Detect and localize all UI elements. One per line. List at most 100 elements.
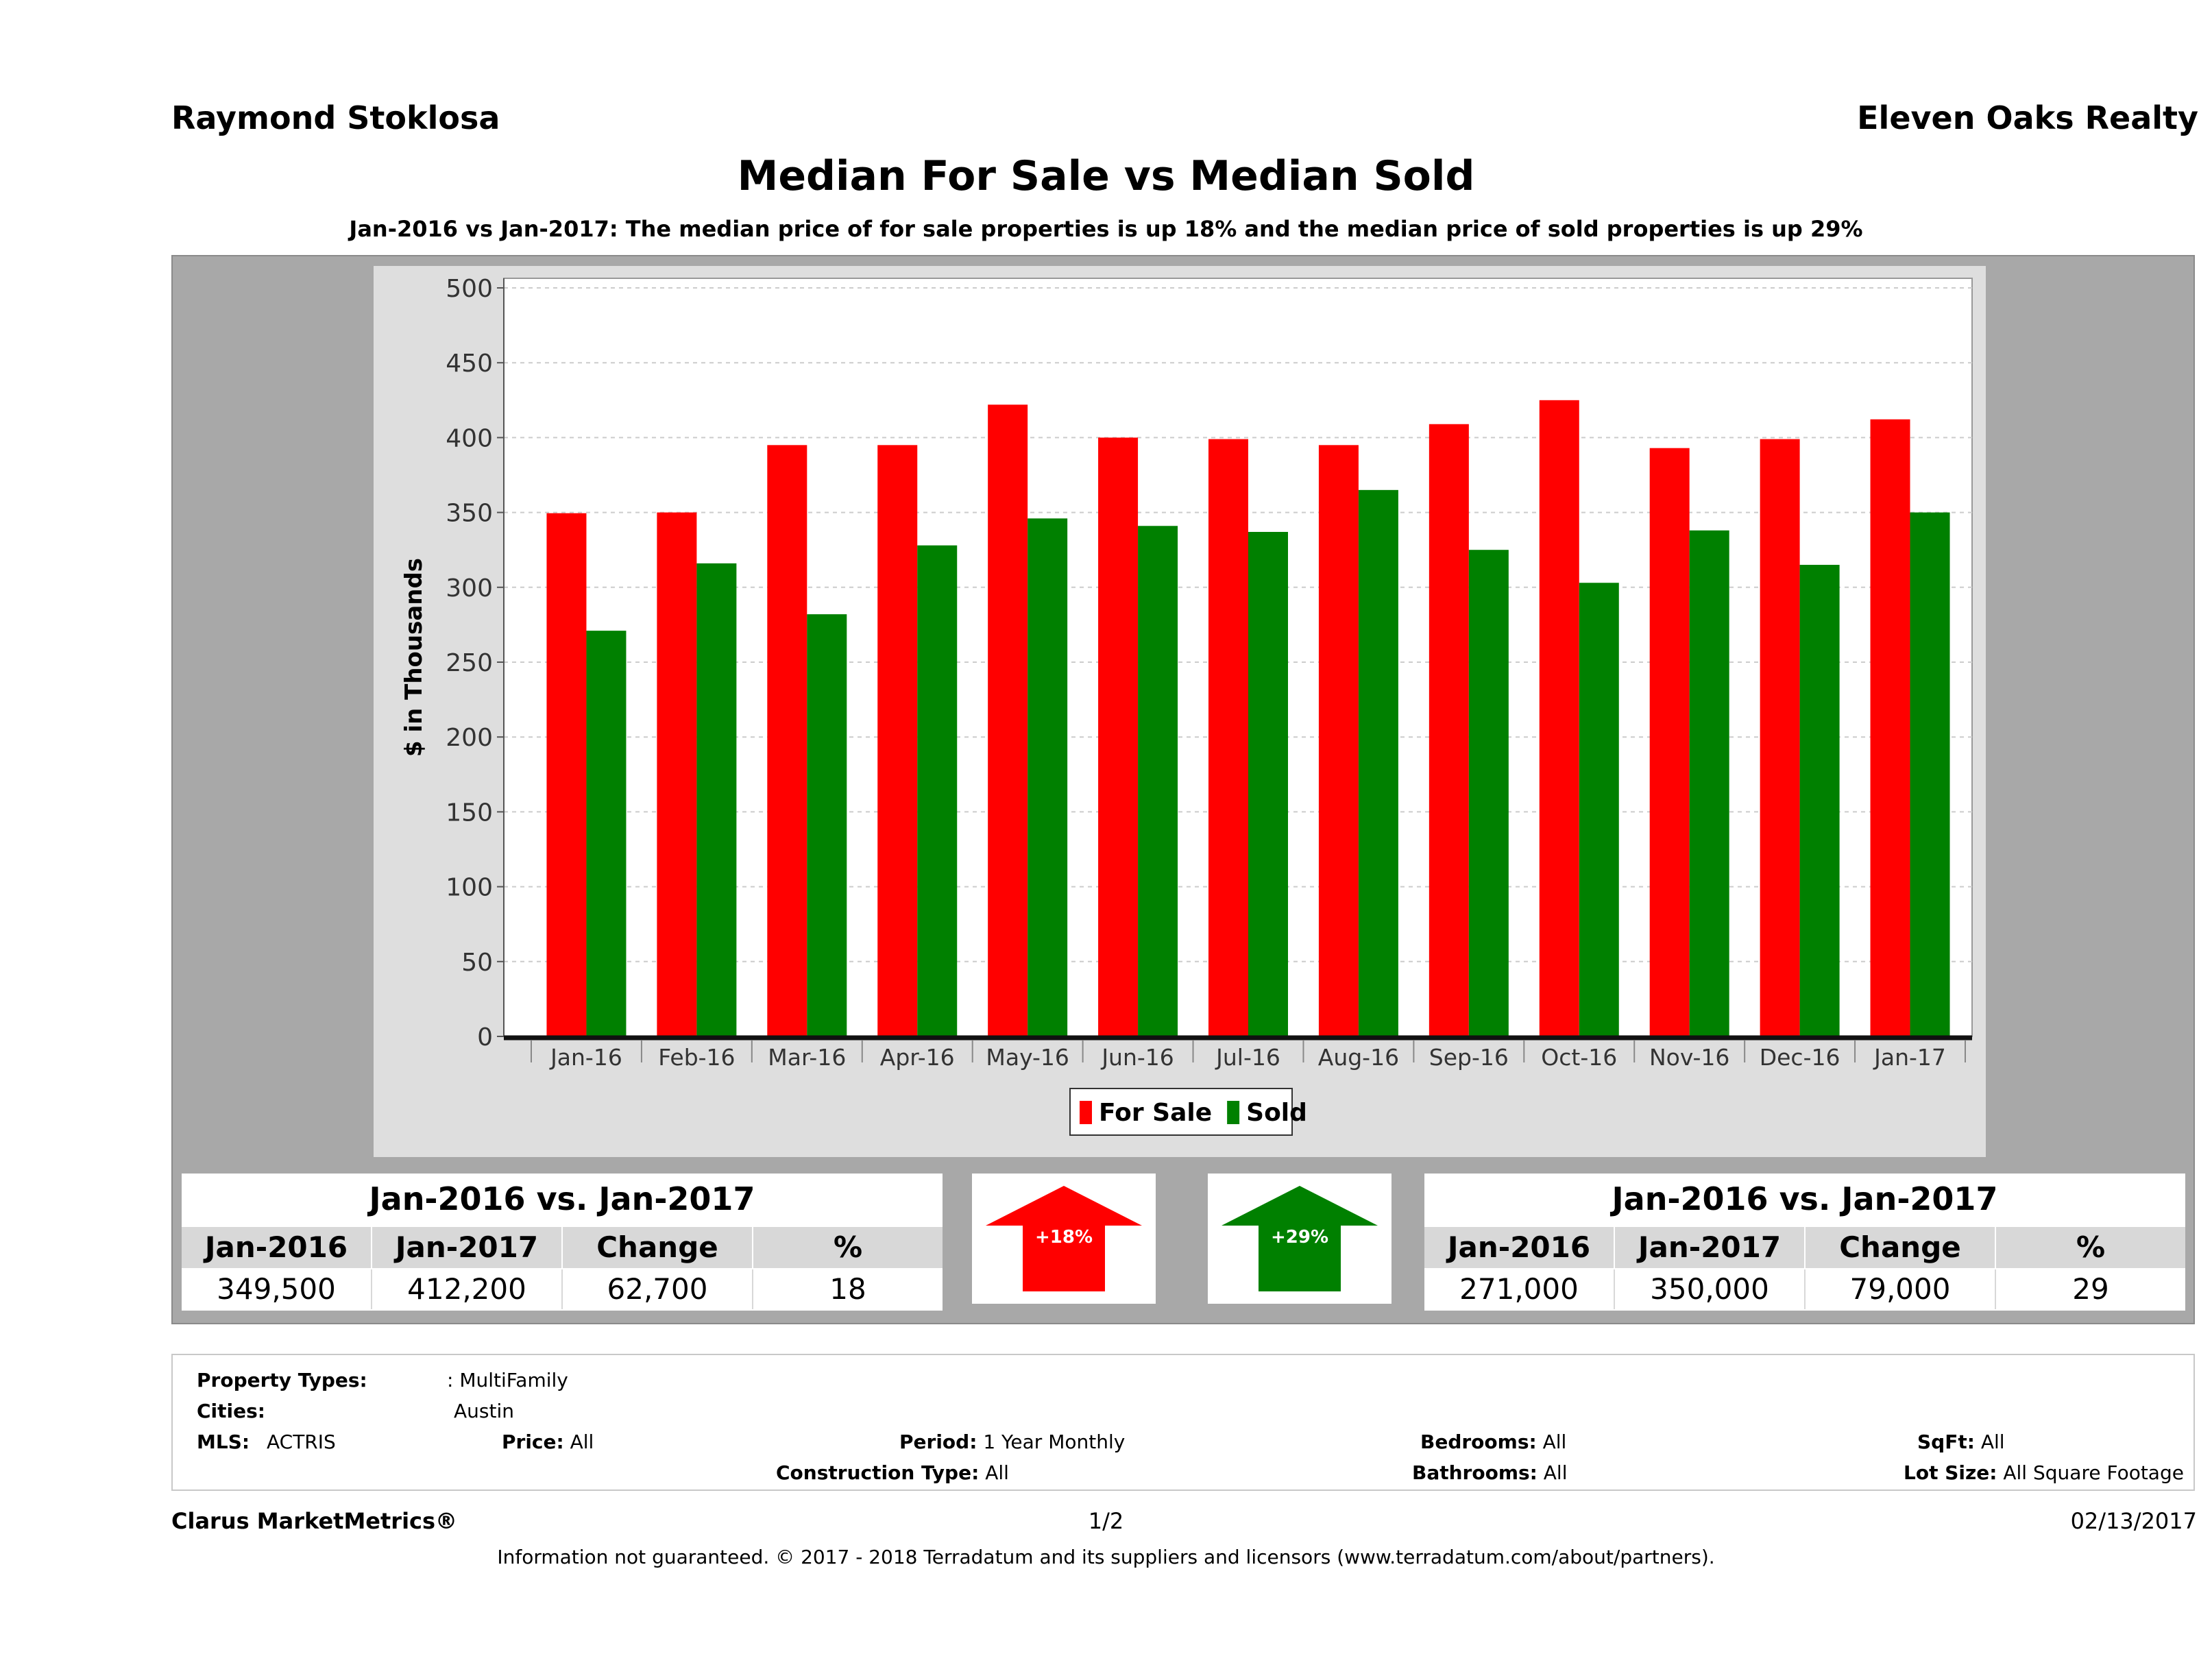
y-tick-label: 500 — [446, 275, 493, 303]
legend-swatch — [1227, 1101, 1240, 1124]
chart-subtitle: Jan-2016 vs Jan-2017: The median price o… — [349, 216, 1863, 242]
stats-header-cell: Jan-2016 — [182, 1227, 372, 1268]
for-sale-stats-box: Jan-2016 vs. Jan-2017 Jan-2016 Jan-2017 … — [182, 1174, 943, 1311]
x-tick-label: Apr-16 — [880, 1044, 955, 1071]
sqft-label: SqFt: — [1917, 1431, 1975, 1453]
legend-label: For Sale — [1099, 1099, 1212, 1127]
stats-value-cell: 271,000 — [1424, 1269, 1615, 1309]
cities-value: Austin — [454, 1400, 514, 1422]
search-criteria-box: Property Types: : MultiFamily Cities: Au… — [171, 1354, 2195, 1491]
bedrooms-label: Bedrooms: — [1420, 1431, 1537, 1453]
bar-for-sale — [1208, 439, 1248, 1036]
y-tick-label: 0 — [477, 1023, 493, 1051]
stats-header-cell: Change — [1806, 1227, 1996, 1268]
sold-stats-title: Jan-2016 vs. Jan-2017 — [1612, 1180, 1998, 1217]
bar-sold — [1799, 565, 1840, 1036]
legend-box — [1069, 1088, 1293, 1136]
stats-header-cell: Jan-2016 — [1424, 1227, 1615, 1268]
x-tick-label: Feb-16 — [658, 1044, 735, 1071]
for-sale-stats-title: Jan-2016 vs. Jan-2017 — [369, 1180, 755, 1217]
sold-stats-box: Jan-2016 vs. Jan-2017 Jan-2016 Jan-2017 … — [1424, 1174, 2185, 1311]
sqft-value: All — [1980, 1431, 2005, 1453]
page-number: 1/2 — [1088, 1508, 1124, 1534]
lot-size-value: All Square Footage — [2003, 1461, 2184, 1484]
bar-for-sale — [1539, 400, 1579, 1036]
period-label: Period: — [899, 1431, 977, 1453]
sold-stats-header: Jan-2016 Jan-2017 Change % — [1424, 1227, 2185, 1268]
y-tick-label: 100 — [446, 874, 493, 902]
x-tick-label: Sep-16 — [1429, 1044, 1509, 1071]
chart-panel: 0 50 100 150 200 250 300 350 400 450 500 $ in Thous… — [374, 266, 1986, 1157]
x-tick-label: Jan-17 — [1873, 1044, 1946, 1071]
bar-for-sale — [657, 512, 697, 1036]
y-tick-label: 250 — [446, 649, 493, 677]
stats-header-cell: % — [833, 1230, 863, 1264]
y-tick-label: 450 — [446, 350, 493, 378]
report-date: 02/13/2017 — [2070, 1508, 2197, 1534]
stats-value-cell: 412,200 — [372, 1269, 563, 1309]
bar-for-sale — [1098, 437, 1139, 1036]
bar-sold — [1579, 583, 1619, 1036]
construction-type-label: Construction Type: — [776, 1461, 980, 1484]
bar-for-sale — [1649, 448, 1690, 1036]
x-tick-label: May-16 — [986, 1044, 1069, 1071]
stats-header-cell: Jan-2017 — [372, 1227, 563, 1268]
bar-sold — [807, 614, 847, 1036]
price-label: Price: — [502, 1431, 564, 1453]
x-tick-label: Jul-16 — [1215, 1044, 1280, 1071]
bar-sold — [696, 563, 737, 1036]
bar-for-sale — [877, 445, 918, 1036]
price-value: All — [570, 1431, 594, 1453]
stats-header-cell: Change — [563, 1227, 753, 1268]
y-tick-label: 50 — [461, 949, 493, 977]
bar-sold — [1468, 550, 1509, 1036]
bar-sold — [917, 545, 958, 1036]
sold-change-box: +29% — [1208, 1174, 1391, 1304]
y-tick-label: 400 — [446, 424, 493, 452]
stats-value-cell: 18 — [829, 1272, 866, 1306]
x-tick-label: Jun-16 — [1100, 1044, 1174, 1071]
x-tick-label: Mar-16 — [768, 1044, 846, 1071]
for-sale-stats-header: Jan-2016 Jan-2017 Change % — [182, 1227, 943, 1268]
for-sale-change-label: +18% — [1034, 1227, 1093, 1248]
bathrooms-label: Bathrooms: — [1412, 1461, 1538, 1484]
y-tick-label: 300 — [446, 574, 493, 603]
property-types-value: : MultiFamily — [447, 1369, 568, 1391]
stats-header-cell: Jan-2017 — [1615, 1227, 1806, 1268]
bar-for-sale — [1318, 445, 1359, 1036]
up-arrow-icon — [1222, 1186, 1378, 1291]
sold-change-label: +29% — [1270, 1227, 1329, 1248]
bar-sold — [1910, 512, 1950, 1036]
bar-sold — [586, 631, 627, 1036]
company-name: Eleven Oaks Realty — [1857, 99, 2198, 136]
bar-sold — [1138, 526, 1178, 1036]
property-types-label: Property Types: — [197, 1369, 367, 1391]
x-tick-label: Aug-16 — [1318, 1044, 1399, 1071]
bar-for-sale — [546, 513, 587, 1036]
bar-for-sale — [988, 404, 1028, 1036]
stats-value-cell: 349,500 — [182, 1269, 372, 1309]
sold-stats-values: 271,000 350,000 79,000 29 — [1424, 1269, 2185, 1309]
mls-label: MLS: — [197, 1431, 250, 1453]
bar-sold — [1028, 518, 1068, 1036]
bedrooms-value: All — [1542, 1431, 1567, 1453]
agent-name: Raymond Stoklosa — [171, 99, 500, 136]
stats-header-cell: % — [2076, 1230, 2106, 1264]
period-value: 1 Year Monthly — [983, 1431, 1126, 1453]
x-tick-label: Oct-16 — [1541, 1044, 1617, 1071]
bar-for-sale — [1760, 439, 1800, 1036]
stats-value-cell: 62,700 — [563, 1269, 753, 1309]
for-sale-stats-values: 349,500 412,200 62,700 18 — [182, 1269, 943, 1309]
for-sale-change-box: +18% — [972, 1174, 1156, 1304]
bar-sold — [1358, 489, 1398, 1036]
disclaimer: Information not guaranteed. © 2017 - 201… — [497, 1546, 1715, 1568]
x-tick-label: Jan-16 — [549, 1044, 622, 1071]
x-tick-label: Nov-16 — [1649, 1044, 1729, 1071]
y-axis-label: $ in Thousands — [400, 558, 428, 757]
bar-for-sale — [767, 445, 807, 1036]
legend-swatch — [1080, 1101, 1092, 1124]
bar-for-sale — [1870, 419, 1910, 1036]
cities-label: Cities: — [197, 1400, 265, 1422]
lot-size-label: Lot Size: — [1904, 1461, 1997, 1484]
bar-sold — [1689, 530, 1729, 1036]
